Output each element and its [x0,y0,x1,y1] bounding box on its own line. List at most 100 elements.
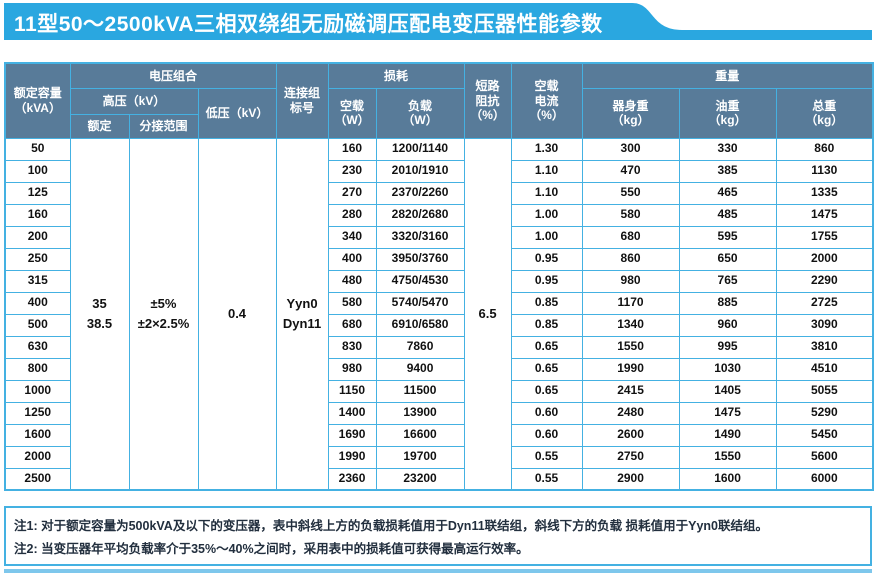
total-weight-cell: 1475 [775,203,874,227]
total-weight-cell: 3810 [775,335,874,359]
body-weight-cell: 980 [581,269,680,293]
load-loss-cell: 2370/2260 [375,181,465,205]
header-capacity: 额定容量 （kVA） [4,62,71,139]
body-weight-cell: 300 [581,137,680,161]
no-load-loss-cell: 160 [327,137,377,161]
no-load-loss-cell: 1400 [327,401,377,425]
total-weight-cell: 1335 [775,181,874,205]
capacity-cell: 100 [4,159,71,183]
table-row: 1000 1150 11500 0.65 2415 1405 5055 [4,379,874,403]
header-loss: 损耗 [327,62,465,89]
no-load-loss-cell: 980 [327,357,377,381]
oil-weight-cell: 595 [678,225,777,249]
no-load-loss-cell: 270 [327,181,377,205]
header-no-load-current: 空载 电流 （%） [510,62,583,139]
capacity-cell: 500 [4,313,71,337]
oil-weight-cell: 1490 [678,423,777,447]
body-weight-cell: 1990 [581,357,680,381]
no-load-current-cell: 0.55 [510,467,583,491]
no-load-loss-cell: 1150 [327,379,377,403]
capacity-cell: 630 [4,335,71,359]
header-lv: 低压（kV） [197,87,277,139]
load-loss-cell: 4750/4530 [375,269,465,293]
load-loss-cell: 16600 [375,423,465,447]
no-load-current-cell: 0.85 [510,313,583,337]
load-loss-cell: 13900 [375,401,465,425]
no-load-loss-cell: 230 [327,159,377,183]
banner-shape [4,3,872,40]
oil-weight-cell: 330 [678,137,777,161]
header-load-loss: 负载 （W） [375,87,465,139]
load-loss-cell: 23200 [375,467,465,491]
total-weight-cell: 5055 [775,379,874,403]
oil-weight-cell: 765 [678,269,777,293]
total-weight-cell: 2290 [775,269,874,293]
total-weight-cell: 4510 [775,357,874,381]
no-load-loss-cell: 680 [327,313,377,337]
body-weight-cell: 860 [581,247,680,271]
capacity-cell: 250 [4,247,71,271]
page-title: 11型50～2500kVA三相双绕组无励磁调压配电变压器性能参数 [14,13,603,36]
no-load-loss-cell: 400 [327,247,377,271]
table-row: 800 980 9400 0.65 1990 1030 4510 [4,357,874,381]
no-load-current-cell: 0.65 [510,335,583,359]
no-load-current-cell: 1.30 [510,137,583,161]
capacity-cell: 1000 [4,379,71,403]
footnotes-box: 注1: 对于额定容量为500kVA及以下的变压器，表中斜线上方的负载损耗值用于D… [4,506,872,566]
header-impedance: 短路 阻抗 （%） [463,62,512,139]
capacity-cell: 160 [4,203,71,227]
transformer-spec-table: 额定容量 （kVA） 电压组合 连接组 标号 损耗 短路 阻抗 （%） 空载 电… [4,62,875,491]
total-weight-cell: 2725 [775,291,874,315]
capacity-cell: 2000 [4,445,71,469]
load-loss-cell: 3950/3760 [375,247,465,271]
no-load-loss-cell: 280 [327,203,377,227]
tap-range-cell: ±5% ±2×2.5% [128,137,199,491]
oil-weight-cell: 1550 [678,445,777,469]
oil-weight-cell: 1405 [678,379,777,403]
body-weight-cell: 580 [581,203,680,227]
total-weight-cell: 5290 [775,401,874,425]
body-weight-cell: 2750 [581,445,680,469]
load-loss-cell: 6910/6580 [375,313,465,337]
header-hv-rated: 额定 [69,113,130,139]
total-weight-cell: 860 [775,137,874,161]
total-weight-cell: 5450 [775,423,874,447]
capacity-cell: 2500 [4,467,71,491]
oil-weight-cell: 960 [678,313,777,337]
no-load-loss-cell: 580 [327,291,377,315]
no-load-current-cell: 0.85 [510,291,583,315]
no-load-current-cell: 0.65 [510,379,583,403]
body-weight-cell: 2600 [581,423,680,447]
no-load-current-cell: 0.55 [510,445,583,469]
table-row: 630 830 7860 0.65 1550 995 3810 [4,335,874,359]
table-row: 2000 1990 19700 0.55 2750 1550 5600 [4,445,874,469]
body-weight-cell: 2480 [581,401,680,425]
body-weight-cell: 2900 [581,467,680,491]
capacity-cell: 400 [4,291,71,315]
table-row: 2500 2360 23200 0.55 2900 1600 6000 [4,467,874,491]
load-loss-cell: 2820/2680 [375,203,465,227]
header-no-load-loss: 空载 （W） [327,87,377,139]
load-loss-cell: 11500 [375,379,465,403]
oil-weight-cell: 465 [678,181,777,205]
capacity-cell: 800 [4,357,71,381]
hv-rated-cell: 35 38.5 [69,137,130,491]
load-loss-cell: 5740/5470 [375,291,465,315]
body-weight-cell: 1170 [581,291,680,315]
capacity-cell: 1600 [4,423,71,447]
oil-weight-cell: 650 [678,247,777,271]
no-load-current-cell: 1.10 [510,159,583,183]
table-header: 额定容量 （kVA） 电压组合 连接组 标号 损耗 短路 阻抗 （%） 空载 电… [4,62,874,139]
table-row: 50 35 38.5 ±5% ±2×2.5% 0.4 Yyn0 Dyn11 160 1200… [4,137,874,491]
oil-weight-cell: 1475 [678,401,777,425]
oil-weight-cell: 995 [678,335,777,359]
oil-weight-cell: 885 [678,291,777,315]
body-weight-cell: 680 [581,225,680,249]
no-load-loss-cell: 830 [327,335,377,359]
connection-cell: Yyn0 Dyn11 [275,137,329,491]
impedance-cell: 6.5 [463,137,512,491]
oil-weight-cell: 485 [678,203,777,227]
no-load-loss-cell: 1990 [327,445,377,469]
total-weight-cell: 3090 [775,313,874,337]
